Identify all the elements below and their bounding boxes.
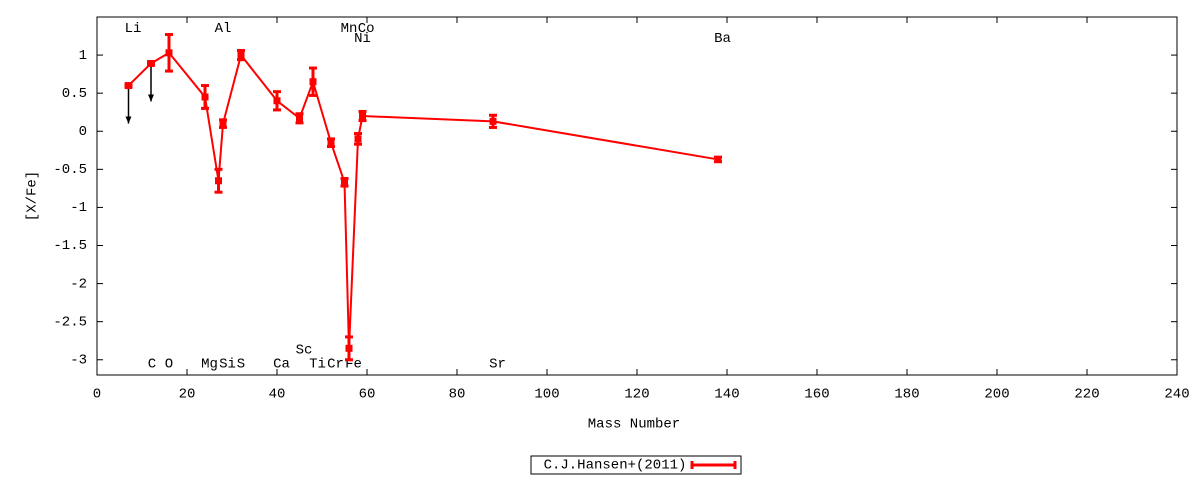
x-tick-label: 220 xyxy=(1074,387,1099,403)
point xyxy=(489,117,497,125)
x-tick-label: 40 xyxy=(269,387,286,403)
element-label: C xyxy=(148,356,156,372)
element-label: O xyxy=(165,356,173,372)
plot-frame xyxy=(96,16,1178,376)
element-label: Al xyxy=(215,21,232,37)
element-label: Ni xyxy=(354,31,371,47)
point xyxy=(147,59,155,67)
x-axis-label: Mass Number xyxy=(588,417,680,433)
x-tick-label: 80 xyxy=(449,387,466,403)
point xyxy=(201,93,209,101)
y-tick-label: 0.5 xyxy=(62,86,87,102)
element-label: Li xyxy=(125,21,142,37)
x-tick-label: 20 xyxy=(179,387,196,403)
point xyxy=(273,97,281,105)
upper-limit-arrowhead xyxy=(125,116,132,124)
x-tick-label: 100 xyxy=(534,387,559,403)
y-tick-label: 0 xyxy=(79,124,87,140)
point xyxy=(354,135,362,143)
x-tick-label: 60 xyxy=(359,387,376,403)
x-tick-label: 180 xyxy=(894,387,919,403)
point xyxy=(237,51,245,59)
point xyxy=(296,114,303,122)
y-tick-label: -3 xyxy=(70,352,87,368)
point xyxy=(309,78,317,86)
element-label: Ba xyxy=(714,31,731,47)
y-tick-label: -1 xyxy=(70,200,87,216)
upper-limit-arrowhead xyxy=(148,94,154,102)
point xyxy=(125,82,132,90)
y-axis-label: [X/Fe] xyxy=(25,171,41,221)
element-label: Si xyxy=(219,356,236,372)
point xyxy=(345,344,353,352)
x-tick-label: 200 xyxy=(984,387,1009,403)
element-label: Mn xyxy=(341,21,358,37)
point xyxy=(219,120,227,128)
y-tick-label: -0.5 xyxy=(53,162,87,178)
legend-box xyxy=(530,455,742,475)
element-label: Sr xyxy=(489,356,506,372)
legend-label: C.J.Hansen+(2011) xyxy=(544,458,687,474)
point xyxy=(341,178,348,186)
y-tick-label: -2.5 xyxy=(53,314,87,330)
point xyxy=(359,112,366,120)
element-label: Sc xyxy=(296,343,313,359)
data-line xyxy=(127,51,719,349)
y-tick-label: -2 xyxy=(70,276,87,292)
element-label: Co xyxy=(358,21,375,37)
x-tick-label: 140 xyxy=(714,387,739,403)
element-label: Ca xyxy=(273,356,290,372)
element-label: S xyxy=(237,356,245,372)
element-label: Mg xyxy=(201,356,218,372)
element-label: Cr xyxy=(327,356,344,372)
point xyxy=(327,139,335,147)
element-label: Ti xyxy=(309,356,326,372)
x-tick-label: 0 xyxy=(93,387,101,403)
y-tick-label: 1 xyxy=(79,48,87,64)
point xyxy=(215,177,222,185)
point xyxy=(165,49,173,57)
y-tick-label: -1.5 xyxy=(53,238,87,254)
point xyxy=(714,155,722,163)
x-tick-label: 120 xyxy=(624,387,649,403)
x-tick-label: 240 xyxy=(1164,387,1189,403)
x-tick-label: 160 xyxy=(804,387,829,403)
